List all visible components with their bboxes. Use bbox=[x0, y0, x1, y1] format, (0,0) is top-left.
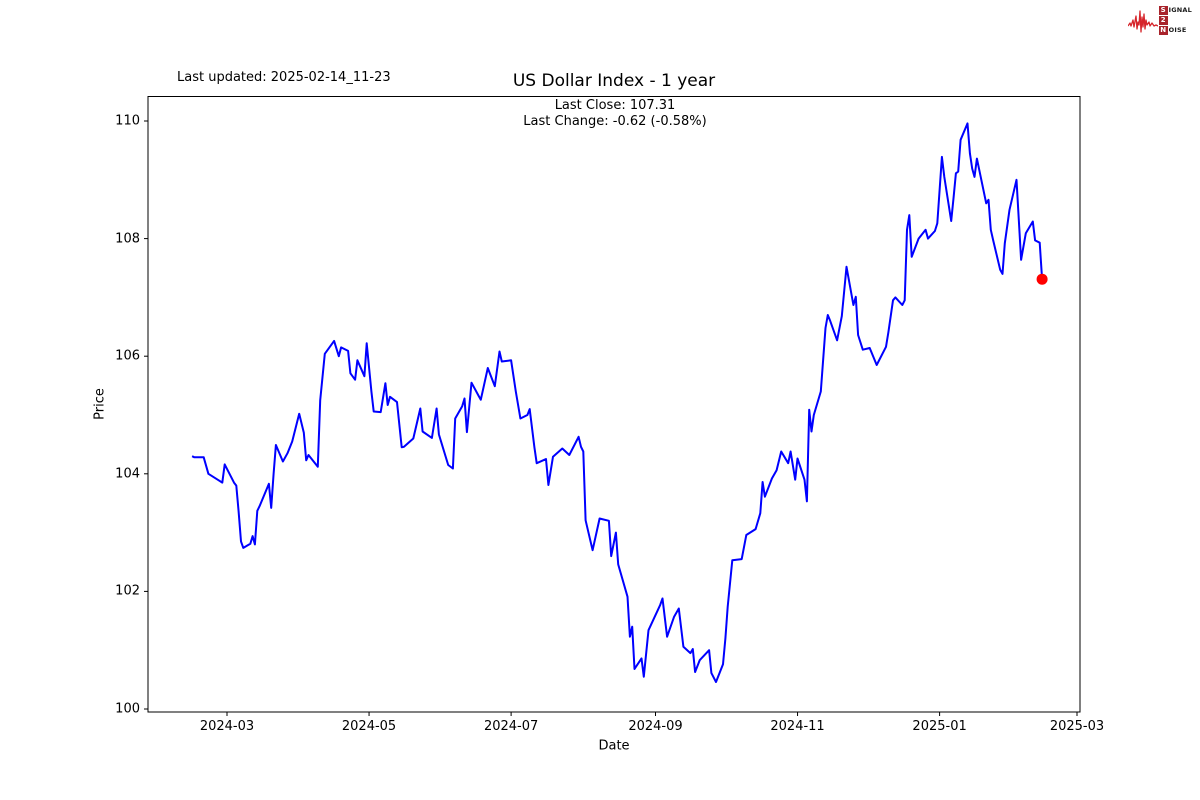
waveform-icon bbox=[1127, 10, 1158, 33]
chart-title: US Dollar Index - 1 year bbox=[512, 71, 716, 91]
y-tick-label: 106 bbox=[115, 348, 140, 364]
logo-text: S IGNAL 2 N OISE bbox=[1158, 5, 1192, 35]
signal2noise-logo: S IGNAL 2 N OISE bbox=[1127, 5, 1192, 35]
x-tick-label: 2024-05 bbox=[341, 719, 397, 734]
last-change-text: Last Change: -0.62 (-0.58%) bbox=[523, 114, 707, 129]
logo-box-2: 2 bbox=[1158, 15, 1168, 25]
y-tick-label: 104 bbox=[115, 466, 140, 482]
y-tick-label: 102 bbox=[115, 583, 140, 599]
price-line bbox=[191, 122, 1044, 683]
y-tick-label: 100 bbox=[115, 701, 140, 717]
x-tick-label: 2024-09 bbox=[628, 719, 683, 734]
x-tick-label: 2025-01 bbox=[912, 719, 967, 734]
last-close-marker bbox=[1036, 273, 1048, 285]
last-close-text: Last Close: 107.31 bbox=[554, 98, 676, 113]
logo-rest-oise: OISE bbox=[1168, 26, 1187, 34]
logo-row-signal: S IGNAL bbox=[1158, 5, 1192, 15]
last-close-annotation: Last Close: 107.31 Last Change: -0.62 (-… bbox=[523, 98, 706, 130]
x-tick-label: 2024-07 bbox=[483, 719, 539, 734]
y-axis-label: Price bbox=[92, 388, 108, 420]
axes-frame bbox=[147, 96, 1081, 713]
logo-row-2: 2 bbox=[1158, 15, 1192, 25]
x-tick-label: 2024-03 bbox=[199, 719, 255, 734]
x-tick-label: 2025-03 bbox=[1049, 719, 1105, 734]
last-updated-text: Last updated: 2025-02-14_11-23 bbox=[177, 70, 391, 85]
x-tick-label: 2024-11 bbox=[770, 719, 825, 734]
logo-row-noise: N OISE bbox=[1158, 25, 1192, 35]
logo-box-s: S bbox=[1158, 5, 1168, 15]
y-tick-label: 110 bbox=[115, 113, 140, 129]
x-axis-label: Date bbox=[598, 738, 630, 754]
logo-rest-ignal: IGNAL bbox=[1168, 6, 1192, 14]
logo-box-n: N bbox=[1158, 25, 1168, 35]
y-tick-label: 108 bbox=[115, 231, 140, 247]
